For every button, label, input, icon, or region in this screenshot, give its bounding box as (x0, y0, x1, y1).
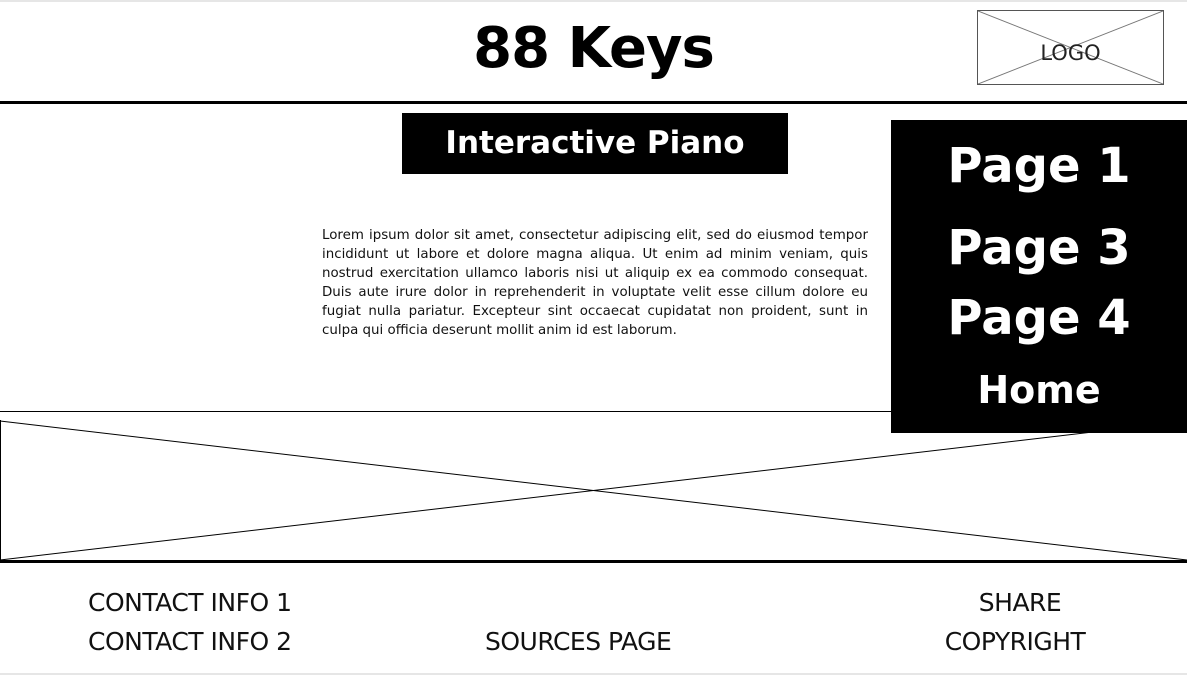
nav-item-page-4[interactable]: Page 4 (947, 290, 1131, 346)
side-navigation: Page 1 Page 3 Page 4 Home (891, 120, 1187, 433)
content-divider (0, 411, 1187, 412)
footer-share-link[interactable]: SHARE (978, 588, 1062, 617)
footer-contact-info-2[interactable]: CONTACT INFO 2 (88, 627, 292, 656)
logo-label: LOGO (1040, 41, 1101, 65)
section-title: Interactive Piano (402, 113, 788, 174)
nav-item-home[interactable]: Home (977, 368, 1101, 412)
logo-placeholder-cross-icon (978, 11, 1163, 84)
footer-copyright: COPYRIGHT (944, 627, 1086, 656)
bottom-edge-line (0, 673, 1187, 675)
site-title: 88 Keys (473, 16, 715, 81)
nav-item-page-3[interactable]: Page 3 (947, 220, 1131, 276)
banner-placeholder-cross-icon (0, 420, 1187, 560)
nav-item-page-1[interactable]: Page 1 (947, 138, 1131, 194)
body-paragraph: Lorem ipsum dolor sit amet, consectetur … (322, 228, 868, 338)
banner-image-placeholder (0, 420, 1187, 560)
footer-sources-link[interactable]: SOURCES PAGE (485, 627, 672, 656)
header-divider (0, 101, 1187, 104)
footer-divider (0, 560, 1187, 563)
body-text: Lorem ipsum dolor sit amet, consectetur … (322, 226, 868, 340)
footer-contact-info-1[interactable]: CONTACT INFO 1 (88, 588, 292, 617)
logo-placeholder: LOGO (977, 10, 1164, 85)
top-edge-line (0, 0, 1187, 2)
